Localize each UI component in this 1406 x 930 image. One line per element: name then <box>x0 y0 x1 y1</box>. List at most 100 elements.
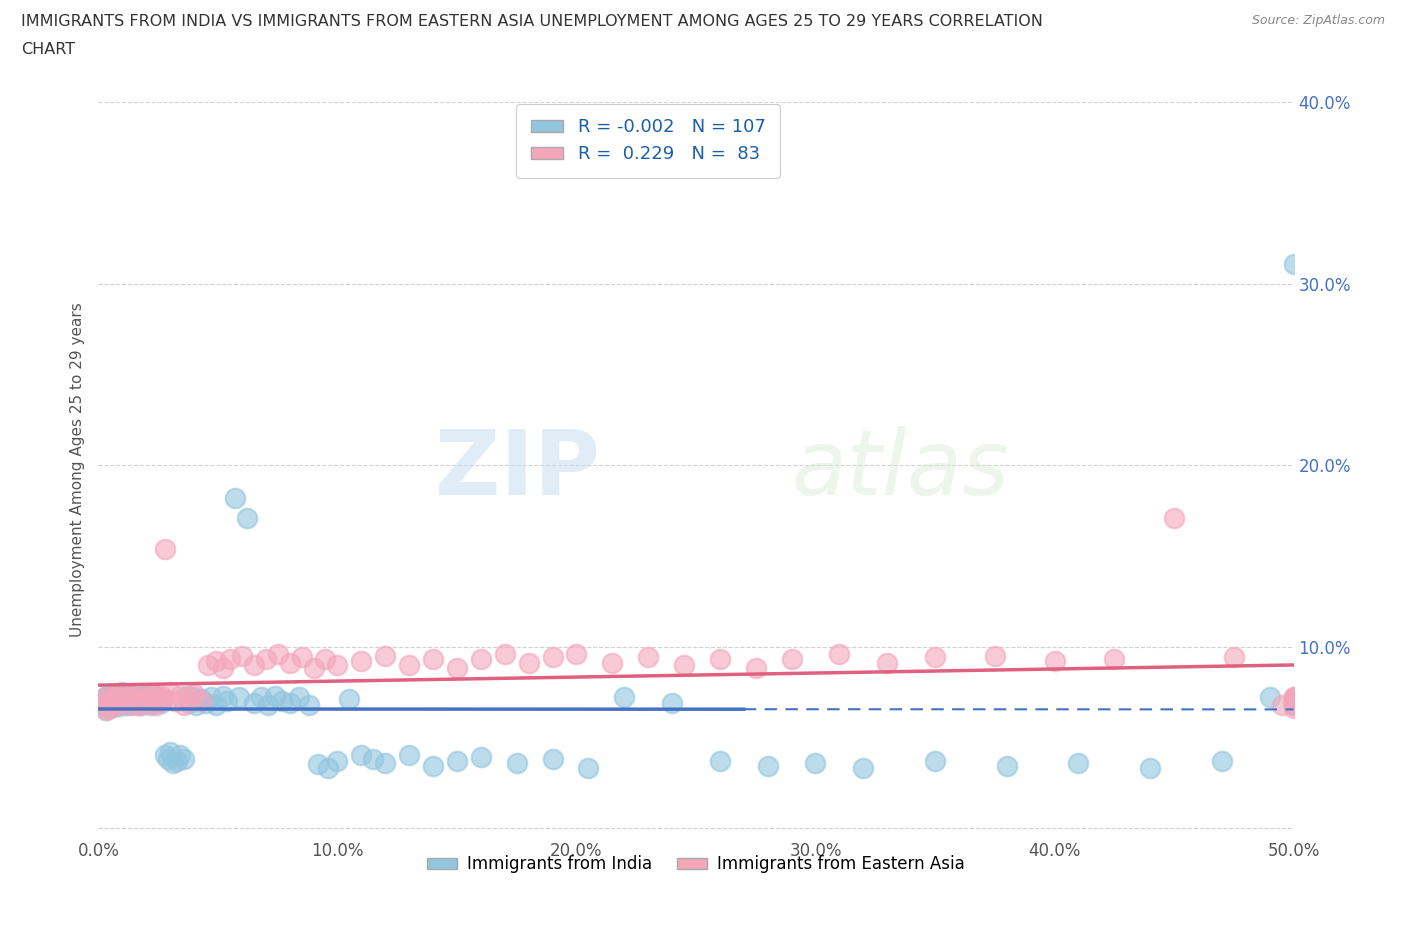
Legend: Immigrants from India, Immigrants from Eastern Asia: Immigrants from India, Immigrants from E… <box>420 849 972 880</box>
Point <box>517 656 540 671</box>
Point <box>756 759 779 774</box>
Point <box>1282 692 1305 707</box>
Point <box>115 686 138 701</box>
Point <box>104 688 127 703</box>
Point <box>139 690 162 705</box>
Point <box>470 750 492 764</box>
Point <box>104 692 127 707</box>
Point <box>155 541 177 556</box>
Point <box>224 490 246 505</box>
Point <box>190 692 212 707</box>
Point <box>118 698 141 712</box>
Point <box>217 694 239 709</box>
Point <box>204 698 226 712</box>
Point <box>111 696 134 711</box>
Point <box>142 686 165 701</box>
Point <box>1282 701 1305 716</box>
Point <box>374 755 396 770</box>
Point <box>1282 698 1305 712</box>
Point <box>173 751 195 766</box>
Point <box>541 751 564 766</box>
Point <box>326 753 349 768</box>
Point <box>101 698 124 712</box>
Text: CHART: CHART <box>21 42 75 57</box>
Point <box>637 650 659 665</box>
Point <box>135 688 157 703</box>
Point <box>98 701 122 716</box>
Point <box>204 654 226 669</box>
Point <box>984 648 1007 663</box>
Point <box>183 686 205 701</box>
Point <box>135 694 157 709</box>
Point <box>602 656 624 671</box>
Point <box>94 690 117 705</box>
Point <box>98 688 122 703</box>
Point <box>374 648 396 663</box>
Text: ZIP: ZIP <box>436 426 600 513</box>
Point <box>125 696 148 711</box>
Point <box>108 688 131 703</box>
Point <box>291 650 314 665</box>
Point <box>1282 692 1305 707</box>
Point <box>1282 690 1305 705</box>
Point <box>108 692 131 707</box>
Point <box>132 688 155 703</box>
Point <box>94 702 117 717</box>
Point <box>852 761 875 776</box>
Point <box>176 688 198 703</box>
Point <box>446 753 468 768</box>
Point <box>142 686 165 701</box>
Point <box>132 694 155 709</box>
Point <box>128 688 150 703</box>
Point <box>298 698 321 712</box>
Point <box>152 690 174 705</box>
Point <box>709 652 731 667</box>
Point <box>91 692 114 707</box>
Point <box>104 699 127 714</box>
Point <box>111 684 134 699</box>
Point <box>267 646 290 661</box>
Point <box>1139 761 1161 776</box>
Point <box>422 652 444 667</box>
Point <box>1067 755 1090 770</box>
Point <box>179 690 201 705</box>
Point <box>145 694 167 709</box>
Point <box>709 753 731 768</box>
Point <box>118 690 141 705</box>
Point <box>183 690 205 705</box>
Point <box>138 690 160 705</box>
Point <box>124 696 146 711</box>
Point <box>159 684 181 699</box>
Point <box>166 753 188 768</box>
Point <box>307 757 329 772</box>
Point <box>876 656 898 671</box>
Point <box>156 751 179 766</box>
Point <box>104 688 127 703</box>
Point <box>98 701 122 716</box>
Point <box>121 688 143 703</box>
Point <box>506 755 529 770</box>
Point <box>243 696 266 711</box>
Point <box>128 696 150 711</box>
Point <box>124 692 146 707</box>
Point <box>145 698 167 712</box>
Point <box>101 696 124 711</box>
Point <box>97 686 120 701</box>
Point <box>107 698 129 712</box>
Point <box>231 648 253 663</box>
Point <box>1282 692 1305 707</box>
Point <box>98 690 122 705</box>
Point <box>169 688 191 703</box>
Point <box>278 696 301 711</box>
Point <box>613 690 636 705</box>
Point <box>541 650 564 665</box>
Point <box>1163 511 1185 525</box>
Point <box>494 646 516 661</box>
Point <box>131 690 153 705</box>
Point <box>98 692 122 707</box>
Point <box>114 686 136 701</box>
Point <box>254 652 277 667</box>
Point <box>363 751 385 766</box>
Point <box>197 658 219 672</box>
Point <box>422 759 444 774</box>
